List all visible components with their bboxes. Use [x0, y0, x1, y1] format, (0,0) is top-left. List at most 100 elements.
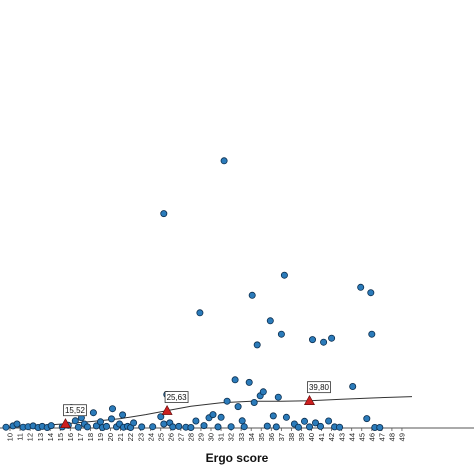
x-tick-label: 13: [36, 433, 45, 441]
data-point: [74, 423, 82, 431]
data-point: [259, 388, 267, 396]
x-tick-label: 48: [388, 433, 397, 441]
data-point: [103, 422, 111, 430]
data-point: [160, 210, 168, 218]
x-tick-label: 45: [357, 433, 366, 441]
data-point: [272, 423, 280, 431]
x-tick-label: 11: [16, 433, 25, 441]
x-tick-label: 12: [26, 433, 35, 441]
data-point: [311, 419, 319, 427]
data-point: [274, 393, 282, 401]
data-point: [196, 309, 204, 317]
x-tick-label: 15: [56, 433, 65, 441]
threshold-marker: [303, 395, 315, 405]
data-point: [192, 417, 200, 425]
x-tick-label: 36: [267, 433, 276, 441]
data-point: [316, 422, 324, 430]
data-point: [277, 330, 285, 338]
x-tick-label: 23: [136, 433, 145, 441]
x-tick-label: 17: [76, 433, 85, 441]
data-point: [231, 376, 239, 384]
x-tick-label: 41: [317, 433, 326, 441]
x-tick-label: 27: [176, 433, 185, 441]
data-point: [2, 423, 10, 431]
data-point: [47, 422, 55, 430]
data-point: [89, 409, 97, 417]
plot-area: 10 11 12 13 14 15 16 17 18 19 20 21 22 23 24 25 26 27 28 29…: [0, 157, 474, 441]
data-point: [175, 422, 183, 430]
data-point: [300, 417, 308, 425]
data-point: [238, 417, 246, 425]
data-point: [160, 420, 168, 428]
x-tick-label: 46: [367, 433, 376, 441]
data-point: [217, 413, 225, 421]
x-tick-label: 35: [257, 433, 266, 441]
data-point: [336, 423, 344, 431]
x-tick-label: 20: [106, 433, 115, 441]
data-point: [240, 423, 248, 431]
data-point: [209, 411, 217, 419]
x-tick-label: 29: [197, 433, 206, 441]
data-point: [263, 422, 271, 430]
x-tick-label: 10: [6, 433, 15, 441]
threshold-label-box: [63, 404, 87, 417]
x-tick-label: 18: [86, 433, 95, 441]
data-point: [363, 415, 371, 423]
x-tick-label: 28: [187, 433, 196, 441]
threshold-marker: [59, 418, 71, 429]
data-point: [328, 334, 336, 342]
data-point: [308, 336, 316, 344]
data-point: [13, 420, 21, 428]
threshold-label: 25,63: [167, 393, 188, 402]
x-tick-label: 14: [46, 433, 55, 441]
x-tick-label: 42: [327, 433, 336, 441]
x-tick-label: 38: [287, 433, 296, 441]
data-point: [367, 289, 375, 297]
data-point: [253, 341, 261, 349]
x-tick-label: 34: [247, 433, 256, 441]
data-point: [169, 423, 177, 431]
data-point: [282, 413, 290, 421]
data-point: [220, 157, 228, 165]
x-tick-label: 39: [297, 433, 306, 441]
threshold-label-box: [164, 391, 189, 403]
data-point: [200, 422, 208, 430]
x-tick-label: 21: [116, 433, 125, 441]
x-tick-label: 31: [217, 433, 226, 441]
data-point: [376, 423, 384, 431]
data-point: [71, 417, 79, 425]
data-point: [269, 412, 277, 420]
x-tick-label: 24: [146, 433, 155, 441]
data-point: [320, 338, 328, 346]
data-point: [250, 398, 258, 406]
x-tick-label: 44: [347, 433, 356, 441]
data-point: [149, 423, 157, 431]
x-tick-label: 32: [227, 433, 236, 441]
data-point: [357, 283, 365, 291]
data-point: [157, 413, 165, 421]
data-point: [234, 403, 242, 411]
x-tick-label: 19: [96, 433, 105, 441]
data-point: [266, 317, 274, 325]
threshold-marker: [161, 404, 173, 415]
data-point: [130, 419, 138, 427]
threshold-label: 39,80: [309, 383, 330, 392]
x-tick-label: 47: [377, 433, 386, 441]
data-point: [119, 411, 127, 419]
data-point: [349, 382, 357, 390]
data-point: [227, 423, 235, 431]
data-point: [83, 423, 91, 431]
data-point: [187, 423, 195, 431]
x-tick-label: 37: [277, 433, 286, 441]
x-tick-label: 26: [166, 433, 175, 441]
threshold-label-box: [307, 381, 331, 394]
x-tick-label: 49: [398, 433, 407, 441]
x-tick-label: 43: [337, 433, 346, 441]
data-point: [294, 423, 302, 431]
x-tick-label: 40: [307, 433, 316, 441]
x-tick-label: 30: [207, 433, 216, 441]
x-tick-label: 22: [126, 433, 135, 441]
data-point: [305, 423, 313, 431]
x-tick-label: 33: [237, 433, 246, 441]
